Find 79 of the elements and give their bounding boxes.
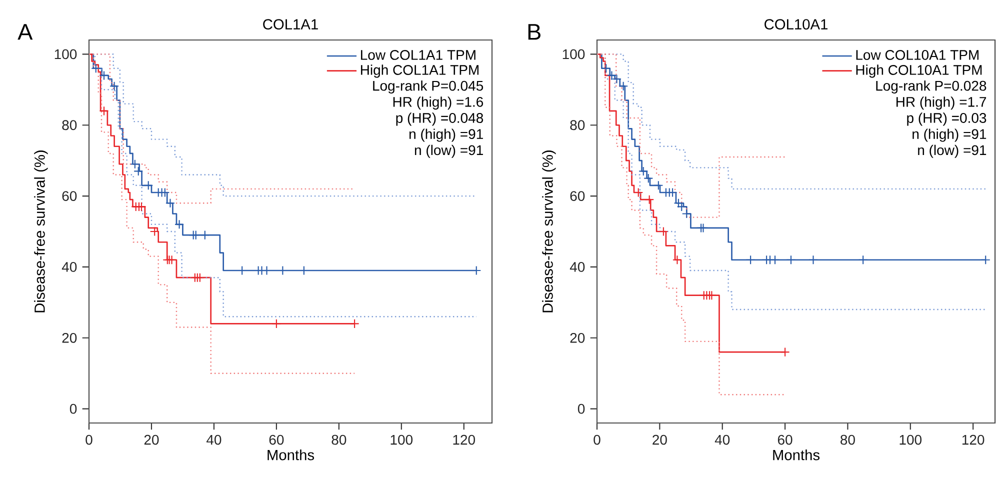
point: [618, 81, 628, 91]
point: [601, 64, 611, 74]
point: [698, 223, 708, 233]
point: [99, 106, 109, 116]
point: [272, 318, 282, 329]
point: [780, 347, 790, 357]
y-tick-label: 60: [570, 191, 585, 201]
annotation: Log-rank P=0.045: [373, 80, 484, 94]
annotation: p (HR) =0.048: [396, 112, 484, 126]
y-tick-label: 80: [62, 120, 77, 130]
point: [644, 194, 654, 204]
point: [858, 255, 868, 265]
text: B: [528, 24, 540, 40]
annotation: p (HR) =0.03: [907, 112, 986, 126]
point: [191, 230, 201, 240]
legend-label: High COL10A1 TPM: [856, 64, 982, 78]
point: [136, 202, 146, 212]
chart-title: COL1A1: [263, 19, 318, 30]
x-tick-label: 40: [206, 434, 222, 445]
y-tick-label: 20: [570, 332, 585, 343]
x-tick-label: 60: [778, 434, 792, 445]
point: [980, 255, 990, 265]
y-tick-label: 60: [62, 191, 77, 201]
point: [91, 64, 101, 74]
point: [150, 226, 160, 236]
point: [808, 255, 818, 265]
point: [746, 255, 756, 265]
annotation: n (high) =91: [912, 128, 986, 142]
x-axis-title: Months: [773, 449, 820, 460]
x-tick-label: 100: [900, 434, 922, 445]
point: [99, 70, 109, 80]
annotation: HR (high) =1.6: [393, 96, 484, 110]
annotation: n (low) =91: [414, 144, 483, 158]
legend-label: Low COL1A1 TPM: [361, 50, 476, 60]
x-tick-label: 20: [652, 434, 667, 445]
x-tick-label: 100: [390, 434, 413, 445]
annotation: n (high) =91: [409, 128, 483, 142]
point: [658, 226, 668, 236]
point: [786, 255, 796, 265]
y-tick-label: 0: [578, 404, 585, 414]
point: [654, 180, 664, 190]
x-tick-label: 80: [332, 434, 346, 445]
y-tick-label: 0: [70, 404, 77, 414]
y-tick-label: 40: [570, 262, 585, 272]
x-tick-label: 80: [840, 434, 855, 445]
y-axis-title: Disease-free survival (%): [542, 150, 556, 312]
point: [110, 81, 120, 91]
point: [144, 180, 154, 190]
point: [704, 290, 714, 300]
point: [200, 230, 210, 240]
point: [174, 220, 184, 230]
x-tick-label: 60: [269, 434, 284, 445]
annotation: n (low) =91: [918, 144, 986, 158]
annotation: HR (high) =1.7: [896, 96, 986, 110]
y-tick-label: 100: [54, 49, 77, 60]
y-axis-title: Disease-free survival (%): [34, 150, 48, 312]
annotation: Log-rank P=0.028: [876, 80, 986, 94]
point: [166, 255, 177, 265]
y-tick-label: 100: [562, 49, 585, 60]
x-tick-label: 120: [453, 434, 476, 445]
point: [770, 255, 780, 265]
point: [350, 318, 360, 329]
legend-label: High COL1A1 TPM: [361, 64, 478, 78]
x-tick-label: 40: [714, 434, 730, 445]
legend-label: Low COL10A1 TPM: [856, 50, 978, 60]
x-tick-label: 120: [962, 434, 984, 445]
x-axis-title: Months: [268, 449, 314, 460]
y-tick-label: 80: [570, 120, 585, 130]
x-tick-label: 0: [86, 434, 92, 445]
y-tick-label: 40: [62, 262, 77, 272]
text: A: [18, 24, 33, 40]
chart-title: COL10A1: [764, 19, 828, 30]
x-tick-label: 0: [594, 434, 600, 445]
point: [165, 198, 176, 208]
point: [672, 255, 682, 265]
point: [195, 272, 205, 282]
y-tick-label: 20: [62, 332, 77, 343]
x-tick-label: 20: [144, 434, 159, 445]
point: [674, 198, 684, 208]
